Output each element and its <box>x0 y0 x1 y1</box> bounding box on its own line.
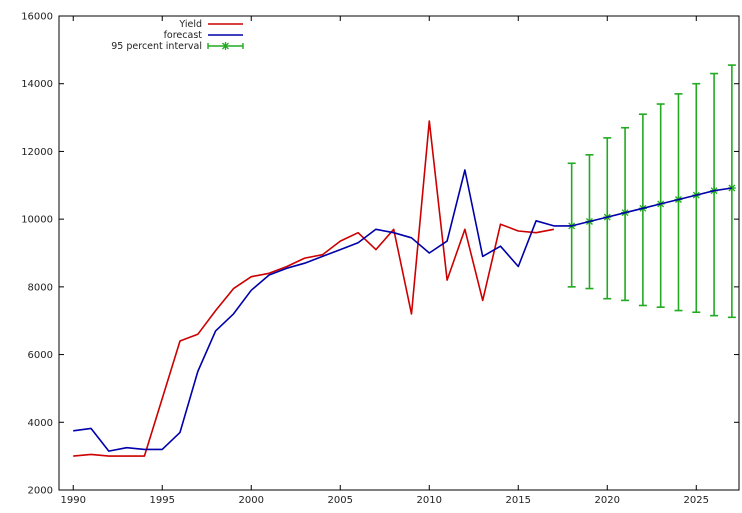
series-line-yield <box>73 120 555 457</box>
interval-bar <box>638 113 647 307</box>
legend-label: Yield <box>178 19 202 30</box>
legend-swatch-star <box>222 42 229 50</box>
plot-area: 2000 4000 6000 8000 10000 12000 14000 16000 1990… <box>21 12 740 506</box>
y-tick-label: 4000 <box>28 418 53 429</box>
x-tick-label: 2005 <box>328 495 353 506</box>
legend-entry: Yield <box>178 19 243 30</box>
y-tick-label: 8000 <box>28 282 53 293</box>
interval-bar <box>727 64 736 319</box>
x-tick-label: 2025 <box>684 495 709 506</box>
legend-entry: 95 percent interval <box>111 41 244 52</box>
y-tick-label: 16000 <box>21 12 53 23</box>
legend-label: forecast <box>164 30 203 41</box>
interval-bar <box>674 93 683 312</box>
x-tick-label: 1990 <box>61 495 86 506</box>
x-tick-label: 2010 <box>417 495 442 506</box>
x-tick-label: 1995 <box>150 495 175 506</box>
chart-marks <box>73 64 736 457</box>
y-tick-label: 6000 <box>28 350 53 361</box>
y-tick-label: 2000 <box>28 486 53 497</box>
x-tick-label: 2015 <box>506 495 531 506</box>
y-tick-label: 10000 <box>21 215 53 226</box>
plot-frame <box>58 15 740 491</box>
legend-entry: forecast <box>164 30 243 41</box>
y-tick-label: 12000 <box>21 147 53 158</box>
legend-label: 95 percent interval <box>111 41 202 52</box>
x-tick-label: 2000 <box>239 495 264 506</box>
interval-bar <box>710 72 719 317</box>
x-tick-label: 2020 <box>595 495 620 506</box>
interval-bar <box>656 103 665 308</box>
y-tick-label: 14000 <box>21 79 53 90</box>
series-line-forecast <box>73 169 733 452</box>
interval-bar <box>692 82 701 314</box>
